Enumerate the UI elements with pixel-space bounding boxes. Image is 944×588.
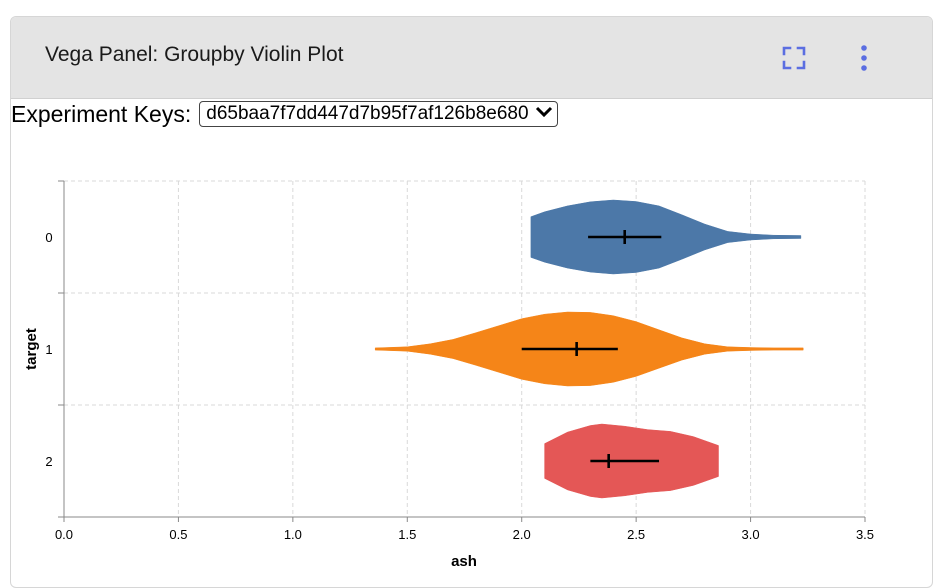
axes: 0.0 0.5 1.0 1.5 2.0 2.5 3.0 3.5 0 1 2 — [45, 180, 874, 542]
chevron-down-icon — [535, 103, 553, 125]
y-tick-label: 2 — [45, 454, 52, 469]
experiment-keys-value: d65baa7f7dd447d7b95f7af126b8e680 — [206, 103, 529, 124]
expand-icon — [782, 46, 806, 70]
y-axis-title: target — [23, 328, 40, 370]
violins — [374, 199, 804, 499]
x-tick-label: 1.0 — [284, 527, 302, 542]
panel-title: Vega Panel: Groupby Violin Plot — [45, 43, 344, 66]
x-tick-label: 3.0 — [742, 527, 760, 542]
violin-0 — [530, 199, 802, 275]
x-tick-label: 0.0 — [55, 527, 73, 542]
y-tick-label: 1 — [45, 342, 52, 357]
more-options-button[interactable] — [851, 45, 877, 71]
x-tick-label: 1.5 — [398, 527, 416, 542]
y-tick-label: 0 — [45, 230, 52, 245]
x-axis-title: ash — [451, 553, 477, 570]
experiment-keys-label: Experiment Keys: — [11, 100, 192, 127]
x-tick-label: 0.5 — [169, 527, 187, 542]
experiment-keys-row: Experiment Keys: d65baa7f7dd447d7b95f7af… — [11, 99, 558, 129]
violin-chart: 0.0 0.5 1.0 1.5 2.0 2.5 3.0 3.5 0 1 2 ash target — [23, 180, 874, 570]
experiment-keys-select[interactable]: d65baa7f7dd447d7b95f7af126b8e680 — [199, 101, 558, 127]
x-tick-label: 3.5 — [856, 527, 874, 542]
expand-button[interactable] — [781, 45, 807, 71]
more-vertical-icon — [861, 45, 867, 71]
x-tick-label: 2.5 — [627, 527, 645, 542]
x-tick-label: 2.0 — [513, 527, 531, 542]
panel-header: Vega Panel: Groupby Violin Plot — [11, 17, 932, 99]
